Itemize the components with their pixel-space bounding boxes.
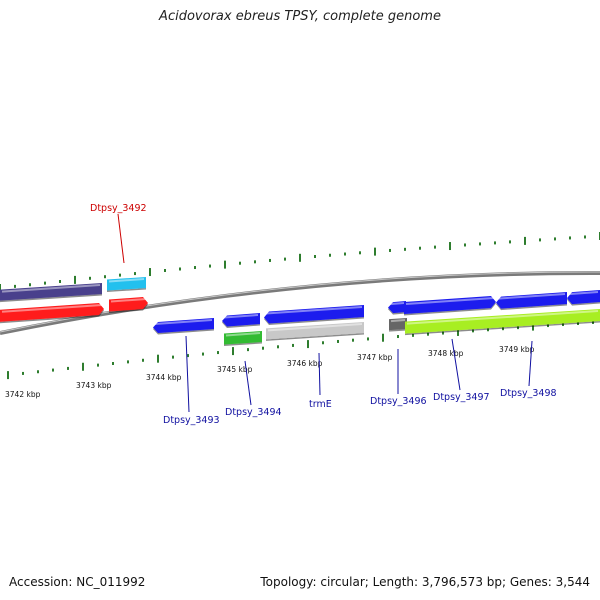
scale-label: 3749 kbp (499, 345, 535, 354)
gene-label-trme[interactable]: trmE (309, 399, 332, 410)
feature-dtpsy-3492[interactable] (109, 297, 148, 312)
leader-trme (318, 352, 321, 396)
scale-label: 3745 kbp (217, 365, 253, 374)
gene-label-dtpsy-3493[interactable]: Dtpsy_3493 (163, 415, 220, 426)
feature-darkgray[interactable] (389, 318, 407, 331)
scale-label: 3743 kbp (76, 381, 112, 390)
scale-label: 3747 kbp (357, 353, 393, 362)
feature-outer-cyan-highlight (108, 278, 145, 283)
gene-label-dtpsy-3496[interactable]: Dtpsy_3496 (370, 396, 427, 407)
feature-dtpsy-3498-highlight (497, 293, 566, 300)
feature-dtpsy-3496[interactable] (388, 301, 406, 314)
scale-label: 3744 kbp (146, 373, 182, 382)
feature-green-highlight (225, 332, 261, 337)
feature-red-long-highlight (1, 304, 103, 313)
scale-label: 3748 kbp (428, 349, 464, 358)
feature-lime[interactable] (405, 309, 600, 334)
gene-label-dtpsy-3494[interactable]: Dtpsy_3494 (225, 407, 282, 418)
feature-blue-edge[interactable] (567, 290, 600, 305)
feature-trme-highlight (265, 306, 363, 315)
feature-red-long[interactable] (0, 303, 104, 322)
feature-blue-edge-highlight (568, 291, 599, 296)
leader-dtpsy-3493 (185, 335, 190, 413)
leader-dtpsy-3497 (451, 338, 461, 391)
gene-labels: Dtpsy_3492 Dtpsy_3493 Dtpsy_3494 trmE Dt… (90, 203, 557, 426)
scale-label: 3746 kbp (287, 359, 323, 368)
feature-dtpsy-3497[interactable] (404, 296, 496, 314)
feature-dtpsy-3496-highlight (389, 302, 405, 306)
genome-backbone-highlight (0, 271, 600, 333)
accession-text: Accession: NC_011992 (9, 575, 146, 589)
feature-dtpsy-3492-highlight (110, 298, 147, 303)
scale-labels: 3742 kbp 3743 kbp 3744 kbp 3745 kbp 3746… (5, 345, 535, 399)
genome-summary-text: Topology: circular; Length: 3,796,573 bp… (260, 575, 590, 589)
feature-dtpsy-3494[interactable] (222, 313, 260, 327)
gene-label-dtpsy-3498[interactable]: Dtpsy_3498 (500, 388, 557, 399)
feature-dtpsy-3498[interactable] (496, 292, 567, 309)
scale-label: 3742 kbp (5, 390, 41, 399)
gene-leader-lines (117, 213, 533, 413)
feature-outer-cyan[interactable] (107, 277, 146, 291)
leader-dtpsy-3492 (117, 213, 125, 264)
map-title: Acidovorax ebreus TPSY, complete genome (159, 9, 441, 24)
leader-dtpsy-3498 (528, 340, 533, 387)
feature-outer-purple[interactable] (0, 283, 102, 301)
feature-green[interactable] (224, 331, 262, 345)
outer-tick-track (0, 232, 600, 292)
gene-label-dtpsy-3492[interactable]: Dtpsy_3492 (90, 203, 147, 214)
feature-trme[interactable] (264, 305, 364, 324)
feature-dtpsy-3497-highlight (405, 297, 495, 305)
feature-dtpsy-3493[interactable] (153, 318, 214, 333)
genome-backbone (0, 270, 600, 335)
feature-lime-highlight (406, 310, 599, 325)
feature-darkgray-highlight (390, 319, 406, 323)
feature-outer-purple-highlight (1, 284, 101, 293)
feature-lightgray-highlight (267, 323, 363, 332)
feature-lightgray[interactable] (266, 322, 364, 340)
gene-label-dtpsy-3497[interactable]: Dtpsy_3497 (433, 392, 490, 403)
feature-dtpsy-3494-highlight (223, 314, 259, 319)
feature-dtpsy-3493-highlight (154, 319, 213, 325)
leader-dtpsy-3494 (244, 360, 252, 406)
feature-track (0, 277, 600, 345)
